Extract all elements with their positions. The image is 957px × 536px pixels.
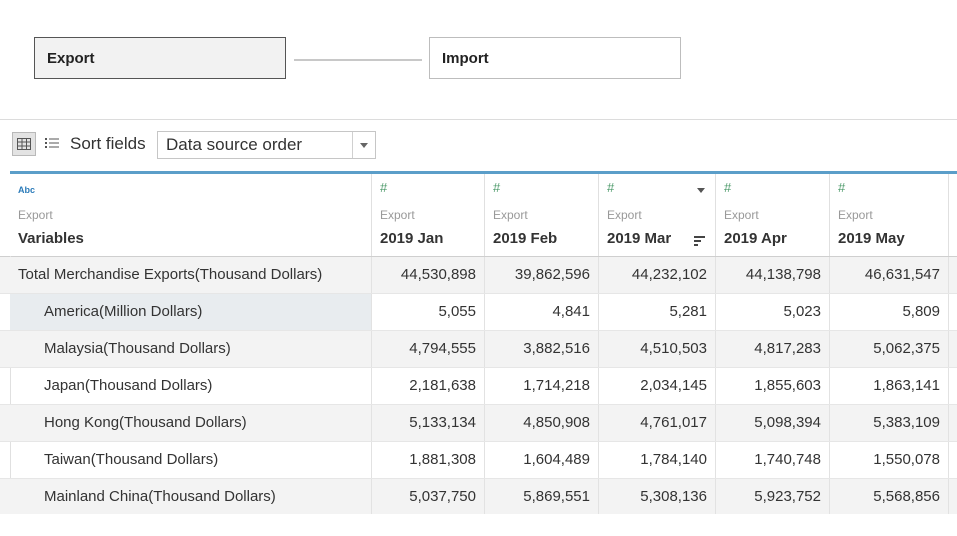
table-row: Total Merchandise Exports(Thousand Dolla…	[0, 257, 957, 294]
row-label[interactable]: Japan(Thousand Dollars)	[0, 368, 372, 404]
column-name: 2019 May	[838, 230, 905, 247]
cell-value[interactable]: 4,841	[485, 294, 599, 330]
table-card-import[interactable]: Import	[429, 37, 681, 79]
column-header-2019-jan[interactable]: # Export 2019 Jan	[372, 174, 485, 256]
number-type-icon[interactable]: #	[493, 180, 501, 195]
sort-descending-icon[interactable]	[694, 236, 705, 246]
list-view-button[interactable]	[41, 132, 63, 156]
cell-value[interactable]: 1,784,140	[599, 442, 716, 478]
cell-value[interactable]: 46,631,547	[830, 257, 949, 293]
cell-value[interactable]: 1,863,141	[830, 368, 949, 404]
cell-value[interactable]: 4,761,017	[599, 405, 716, 441]
cell-value[interactable]: 39,862,596	[485, 257, 599, 293]
column-source: Export	[380, 208, 415, 222]
relationship-canvas: Export Import	[0, 0, 957, 120]
column-header-2019-mar[interactable]: # Export 2019 Mar	[599, 174, 716, 256]
column-menu-arrow-icon[interactable]	[697, 188, 705, 193]
cell-value[interactable]: 44,530,898	[372, 257, 485, 293]
cell-value[interactable]: 44,232,102	[599, 257, 716, 293]
sort-fields-dropdown[interactable]: Data source order	[157, 131, 376, 159]
cell-value[interactable]: 5,098,394	[716, 405, 830, 441]
column-source: Export	[838, 208, 873, 222]
cell-value[interactable]: 1,855,603	[716, 368, 830, 404]
row-label[interactable]: Hong Kong(Thousand Dollars)	[0, 405, 372, 441]
row-label[interactable]: Malaysia(Thousand Dollars)	[0, 331, 372, 367]
cell-value[interactable]: 5,023	[716, 294, 830, 330]
cell-value[interactable]: 4,817,283	[716, 331, 830, 367]
column-source: Export	[607, 208, 642, 222]
number-type-icon[interactable]: #	[724, 180, 732, 195]
dropdown-divider	[352, 132, 353, 158]
list-view-icon	[45, 138, 59, 148]
grid-top-border	[10, 171, 957, 174]
cell-value[interactable]: 5,568,856	[830, 479, 949, 514]
column-name: 2019 Apr	[724, 230, 787, 247]
table-row: America(Million Dollars) 5,055 4,841 5,2…	[0, 294, 957, 331]
cell-value[interactable]: 5,809	[830, 294, 949, 330]
cell-value[interactable]: 5,055	[372, 294, 485, 330]
table-card-export[interactable]: Export	[34, 37, 286, 79]
column-header-variables[interactable]: Abc Export Variables	[10, 174, 372, 256]
string-type-icon[interactable]: Abc	[18, 185, 36, 195]
sort-fields-label: Sort fields	[70, 134, 146, 153]
column-source: Export	[724, 208, 759, 222]
cell-value[interactable]: 4,850,908	[485, 405, 599, 441]
cell-value[interactable]: 5,133,134	[372, 405, 485, 441]
cell-value[interactable]: 1,604,489	[485, 442, 599, 478]
column-source: Export	[493, 208, 528, 222]
cell-value[interactable]: 1,740,748	[716, 442, 830, 478]
cell-value[interactable]: 5,281	[599, 294, 716, 330]
column-name: 2019 Feb	[493, 230, 558, 247]
cell-value[interactable]: 5,308,136	[599, 479, 716, 514]
table-row: Hong Kong(Thousand Dollars) 5,133,134 4,…	[0, 405, 957, 442]
grid-header: Abc Export Variables # Export 2019 Jan #…	[0, 174, 957, 257]
cell-value[interactable]: 5,062,375	[830, 331, 949, 367]
dropdown-caret-icon	[360, 143, 368, 148]
cell-value[interactable]: 1,714,218	[485, 368, 599, 404]
number-type-icon[interactable]: #	[380, 180, 388, 195]
cell-value[interactable]: 5,037,750	[372, 479, 485, 514]
sort-fields-value: Data source order	[166, 135, 303, 154]
row-label[interactable]: Taiwan(Thousand Dollars)	[0, 442, 372, 478]
grid-view-icon	[17, 138, 31, 150]
column-name: Variables	[18, 230, 84, 247]
cell-value[interactable]: 44,138,798	[716, 257, 830, 293]
cell-value[interactable]: 4,794,555	[372, 331, 485, 367]
table-row: Taiwan(Thousand Dollars) 1,881,308 1,604…	[0, 442, 957, 479]
column-source: Export	[18, 208, 53, 222]
row-label[interactable]: Mainland China(Thousand Dollars)	[0, 479, 372, 514]
cell-value[interactable]: 5,869,551	[485, 479, 599, 514]
column-header-2019-feb[interactable]: # Export 2019 Feb	[485, 174, 599, 256]
cell-value[interactable]: 2,181,638	[372, 368, 485, 404]
row-label[interactable]: America(Million Dollars)	[10, 294, 372, 330]
cell-value[interactable]: 1,550,078	[830, 442, 949, 478]
cell-value[interactable]: 3,882,516	[485, 331, 599, 367]
column-name: 2019 Mar	[607, 230, 672, 247]
cell-value[interactable]: 1,881,308	[372, 442, 485, 478]
grid-view-button[interactable]	[12, 132, 36, 156]
number-type-icon[interactable]: #	[838, 180, 846, 195]
grid-left-edge	[10, 256, 11, 514]
cell-value[interactable]: 4,510,503	[599, 331, 716, 367]
cell-value[interactable]: 5,923,752	[716, 479, 830, 514]
cell-value[interactable]: 2,034,145	[599, 368, 716, 404]
column-name: 2019 Jan	[380, 230, 444, 247]
column-header-2019-may[interactable]: # Export 2019 May	[830, 174, 949, 256]
table-row: Japan(Thousand Dollars) 2,181,638 1,714,…	[0, 368, 957, 405]
row-label[interactable]: Total Merchandise Exports(Thousand Dolla…	[0, 257, 372, 293]
relationship-line[interactable]	[294, 59, 422, 61]
table-row: Mainland China(Thousand Dollars) 5,037,7…	[0, 479, 957, 514]
column-header-2019-apr[interactable]: # Export 2019 Apr	[716, 174, 830, 256]
number-type-icon[interactable]: #	[607, 180, 615, 195]
cell-value[interactable]: 5,383,109	[830, 405, 949, 441]
data-grid: Abc Export Variables # Export 2019 Jan #…	[0, 171, 957, 514]
table-row: Malaysia(Thousand Dollars) 4,794,555 3,8…	[0, 331, 957, 368]
